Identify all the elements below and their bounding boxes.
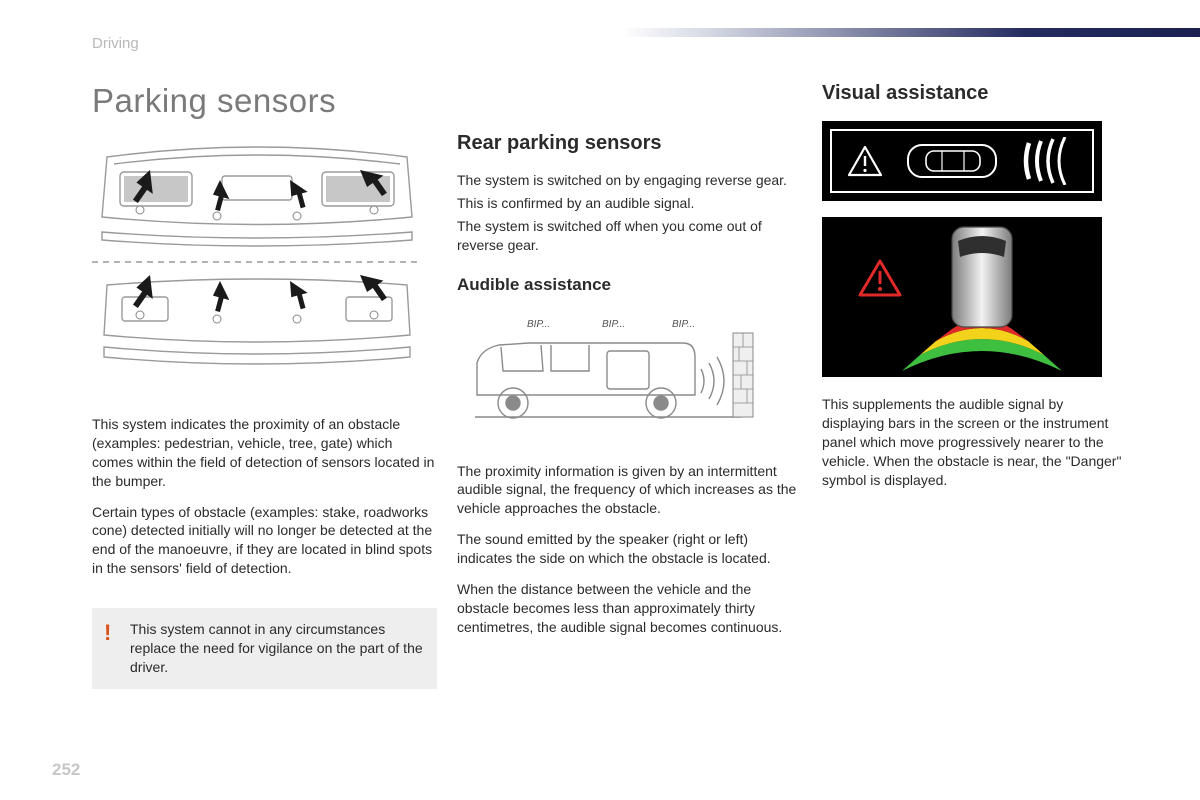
audible-p2: The sound emitted by the speaker (right …: [457, 530, 802, 568]
bumper-sensors-diagram: [92, 132, 422, 392]
header-accent-bar: [620, 28, 1200, 37]
proximity-arcs-icon: [1021, 137, 1077, 185]
rear-sensors-heading: Rear parking sensors: [457, 132, 802, 155]
warning-text: This system cannot in any circumstances …: [130, 621, 423, 675]
visual-heading: Visual assistance: [822, 82, 1127, 105]
intro-paragraph-1: This system indicates the proximity of a…: [92, 415, 437, 491]
dashboard-screen-diagram: [822, 121, 1102, 201]
topdown-zones-diagram: [822, 217, 1102, 377]
section-label: Driving: [92, 35, 139, 52]
warning-triangle-icon: [847, 145, 883, 177]
page-title: Parking sensors: [92, 82, 437, 120]
audible-p1: The proximity information is given by an…: [457, 462, 802, 519]
warning-icon: !: [104, 618, 111, 648]
audible-heading: Audible assistance: [457, 275, 802, 295]
column-2: Rear parking sensors The system is switc…: [457, 82, 802, 689]
column-1: Parking sensors: [92, 82, 437, 689]
page-number: 252: [52, 760, 80, 780]
bip-label-3: BIP...: [672, 319, 695, 330]
audible-diagram: BIP... BIP... BIP...: [457, 313, 757, 443]
bip-label-2: BIP...: [602, 319, 625, 330]
warning-callout: ! This system cannot in any circumstance…: [92, 608, 437, 689]
rear-p1: The system is switched on by engaging re…: [457, 171, 802, 190]
rear-p2: This is confirmed by an audible signal.: [457, 194, 802, 213]
column-3: Visual assistance: [822, 82, 1127, 689]
rear-p3: The system is switched off when you come…: [457, 217, 802, 255]
bip-label-1: BIP...: [527, 319, 550, 330]
intro-paragraph-2: Certain types of obstacle (examples: sta…: [92, 503, 437, 579]
car-top-outline-icon: [902, 139, 1002, 183]
content-columns: Parking sensors: [92, 82, 1130, 689]
visual-p1: This supplements the audible signal by d…: [822, 395, 1127, 489]
audible-p3: When the distance between the vehicle an…: [457, 580, 802, 637]
